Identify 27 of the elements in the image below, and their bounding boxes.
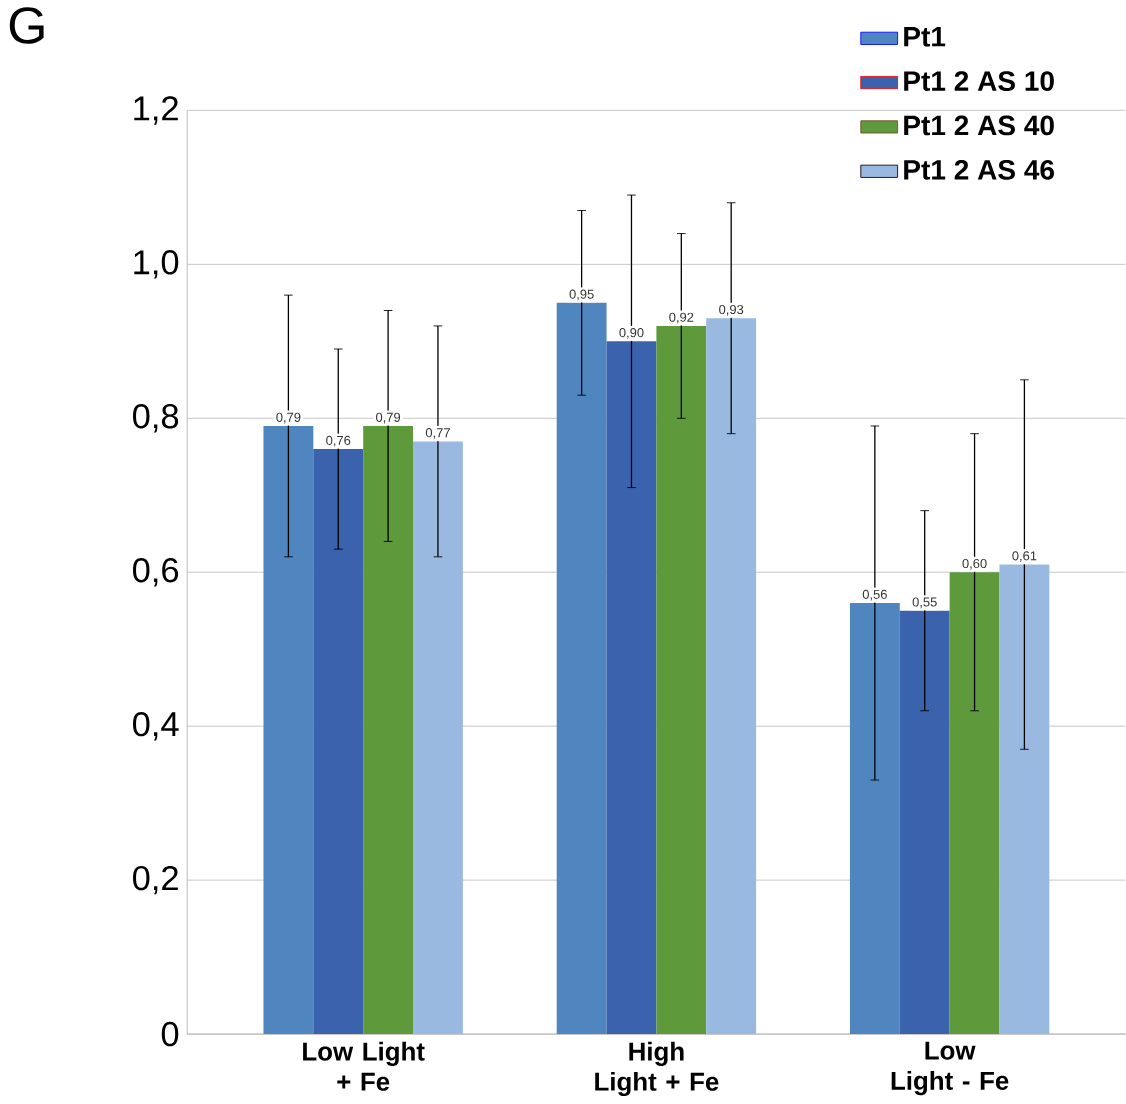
- bar: [313, 449, 364, 1035]
- legend-label: Pt1 2 AS 40: [904, 115, 1054, 136]
- x-tick-label: High Light + Fe: [595, 1042, 719, 1097]
- bar: [606, 341, 657, 1035]
- y-tick-label: 1,2: [134, 96, 178, 125]
- legend-label: Pt1 2 AS 10: [904, 71, 1054, 92]
- bar: [706, 318, 757, 1035]
- bar: [849, 603, 900, 1035]
- x-tick-label: Low Light + Fe: [303, 1042, 425, 1092]
- y-tick-label: 0,4: [133, 712, 179, 741]
- bar: [899, 611, 950, 1035]
- text: G: [9, 7, 44, 45]
- legend-label: Pt1: [904, 27, 946, 47]
- bar: [556, 303, 607, 1035]
- y-tick-label: 0,6: [133, 558, 179, 587]
- bar: [656, 326, 707, 1035]
- y-tick-label: 0,8: [133, 404, 179, 433]
- y-tick-label: 0,2: [133, 866, 178, 895]
- y-tick-label: 0: [161, 1022, 179, 1047]
- bar: [363, 426, 414, 1035]
- bar: [413, 441, 463, 1035]
- bar: [999, 564, 1050, 1035]
- y-tick-label: 1,0: [134, 250, 179, 279]
- x-tick-label: Low Light - Fe: [891, 1042, 1009, 1096]
- legend-label: Pt1 2 AS 46: [904, 160, 1054, 181]
- bar: [263, 426, 314, 1035]
- bar: [949, 572, 1000, 1035]
